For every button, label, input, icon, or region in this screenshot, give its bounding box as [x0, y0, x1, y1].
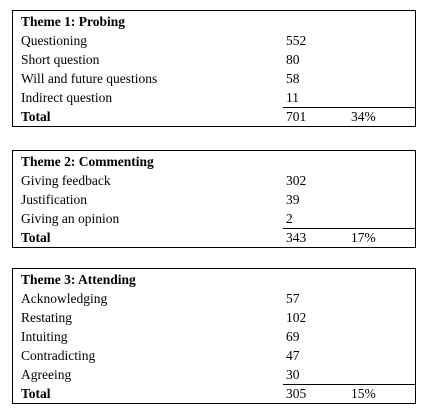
total-row: Total 305 15% — [13, 384, 415, 403]
total-label: Total — [21, 230, 51, 245]
table-row: Restating 102 — [13, 308, 415, 327]
row-label: Indirect question — [21, 90, 113, 105]
row-label: Giving an opinion — [21, 211, 120, 226]
table-row: Will and future questions 58 — [13, 69, 415, 88]
row-label: Restating — [21, 310, 72, 325]
row-label: Justification — [21, 192, 87, 207]
row-count: 552 — [286, 33, 307, 48]
total-count: 343 — [286, 230, 307, 245]
total-percent: 34% — [351, 109, 376, 124]
row-label: Short question — [21, 52, 100, 67]
theme-title: Theme 2: Commenting — [13, 151, 415, 171]
total-rule — [283, 107, 415, 108]
total-percent: 17% — [351, 230, 376, 245]
table-row: Agreeing 30 — [13, 365, 415, 384]
row-label: Contradicting — [21, 348, 96, 363]
row-count: 57 — [286, 291, 300, 306]
row-label: Questioning — [21, 33, 87, 48]
row-label: Giving feedback — [21, 173, 111, 188]
row-count: 30 — [286, 367, 300, 382]
theme-title: Theme 1: Probing — [13, 11, 415, 31]
total-count: 701 — [286, 109, 307, 124]
row-label: Agreeing — [21, 367, 72, 382]
row-count: 47 — [286, 348, 300, 363]
total-count: 305 — [286, 386, 307, 401]
theme-title: Theme 3: Attending — [13, 269, 415, 289]
total-label: Total — [21, 109, 51, 124]
table-row: Short question 80 — [13, 50, 415, 69]
total-rule — [283, 384, 415, 385]
row-count: 11 — [286, 90, 299, 105]
row-label: Intuiting — [21, 329, 68, 344]
total-percent: 15% — [351, 386, 376, 401]
row-count: 39 — [286, 192, 300, 207]
theme-title-text: Theme 1: Probing — [21, 14, 125, 29]
theme-table: Theme 3: Attending Acknowledging 57 Restati… — [12, 268, 416, 404]
row-count: 69 — [286, 329, 300, 344]
row-count: 302 — [286, 173, 307, 188]
row-count: 58 — [286, 71, 300, 86]
total-label: Total — [21, 386, 51, 401]
table-row: Indirect question 11 — [13, 88, 415, 107]
row-count: 80 — [286, 52, 300, 67]
row-label: Will and future questions — [21, 71, 158, 86]
table-row: Acknowledging 57 — [13, 289, 415, 308]
theme-table: Theme 2: Commenting Giving feedback 302 Jus… — [12, 150, 416, 248]
table-row: Giving an opinion 2 — [13, 209, 415, 228]
theme-title-text: Theme 3: Attending — [21, 272, 136, 287]
row-count: 102 — [286, 310, 307, 325]
table-row: Intuiting 69 — [13, 327, 415, 346]
table-row: Contradicting 47 — [13, 346, 415, 365]
total-rule — [283, 228, 415, 229]
row-label: Acknowledging — [21, 291, 108, 306]
theme-table: Theme 1: Probing Questioning 552 Short ques… — [12, 10, 416, 127]
total-row: Total 343 17% — [13, 228, 415, 247]
total-row: Total 701 34% — [13, 107, 415, 126]
table-row: Justification 39 — [13, 190, 415, 209]
table-row: Questioning 552 — [13, 31, 415, 50]
row-count: 2 — [286, 211, 293, 226]
theme-title-text: Theme 2: Commenting — [21, 154, 154, 169]
table-row: Giving feedback 302 — [13, 171, 415, 190]
